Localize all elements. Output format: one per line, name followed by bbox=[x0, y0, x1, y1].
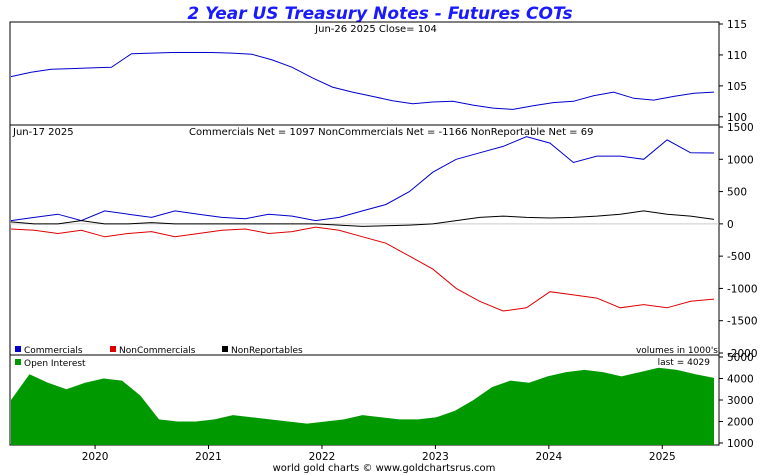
legend-nonreportables-swatch bbox=[222, 346, 228, 352]
y-tick-label: -1500 bbox=[727, 316, 758, 328]
units-note: volumes in 1000's bbox=[636, 346, 718, 356]
y-tick-label: 115 bbox=[727, 19, 747, 31]
y-tick-label: 500 bbox=[727, 187, 747, 199]
legend-noncommercials-swatch bbox=[110, 346, 116, 352]
x-tick-label: 2020 bbox=[82, 451, 109, 463]
legend-commercials: Commercials bbox=[24, 346, 83, 356]
y-tick-label: 3000 bbox=[727, 395, 754, 407]
cot-header-stats: Commercials Net = 1097 NonCommercials Ne… bbox=[189, 127, 593, 138]
legend-noncommercials: NonCommercials bbox=[119, 346, 196, 356]
noncommercials-line bbox=[10, 226, 715, 312]
footer-credit: world gold charts © www.goldchartsrus.co… bbox=[273, 463, 496, 474]
y-tick-label: -1000 bbox=[727, 283, 758, 295]
chart-title: 2 Year US Treasury Notes - Futures COTs bbox=[187, 4, 572, 24]
y-tick-label: 105 bbox=[727, 81, 747, 93]
y-tick-label: 100 bbox=[727, 112, 747, 124]
x-tick-label: 2023 bbox=[422, 451, 449, 463]
legend-open-interest-swatch bbox=[15, 359, 21, 365]
y-tick-label: 1000 bbox=[727, 154, 754, 166]
y-tick-label: 2000 bbox=[727, 417, 754, 429]
y-tick-label: 1500 bbox=[727, 122, 754, 134]
last-value-label: last = 4029 bbox=[658, 358, 711, 368]
y-tick-label: 110 bbox=[727, 50, 747, 62]
y-tick-label: -2000 bbox=[727, 348, 758, 360]
price-line bbox=[10, 52, 715, 110]
cot-header-date: Jun-17 2025 bbox=[12, 127, 74, 138]
x-tick-label: 2022 bbox=[309, 451, 336, 463]
cot-panel bbox=[9, 124, 720, 356]
y-tick-label: -500 bbox=[727, 251, 751, 263]
y-tick-label: 4000 bbox=[727, 374, 754, 386]
legend-open-interest: Open Interest bbox=[24, 359, 86, 369]
x-tick-label: 2021 bbox=[195, 451, 222, 463]
commercials-line bbox=[10, 136, 715, 222]
legend-commercials-swatch bbox=[15, 346, 21, 352]
y-tick-label: 5000 bbox=[727, 352, 754, 364]
legend-nonreportables: NonReportables bbox=[231, 346, 303, 356]
x-tick-label: 2025 bbox=[649, 451, 676, 463]
x-tick-label: 2024 bbox=[535, 451, 562, 463]
nonreportables-line bbox=[10, 210, 715, 227]
y-tick-label: 1000 bbox=[727, 438, 754, 450]
y-tick-label: 0 bbox=[727, 219, 734, 231]
price-header: Jun-26 2025 Close= 104 bbox=[314, 24, 437, 35]
price-panel bbox=[9, 21, 720, 126]
open-interest-area bbox=[11, 367, 714, 445]
